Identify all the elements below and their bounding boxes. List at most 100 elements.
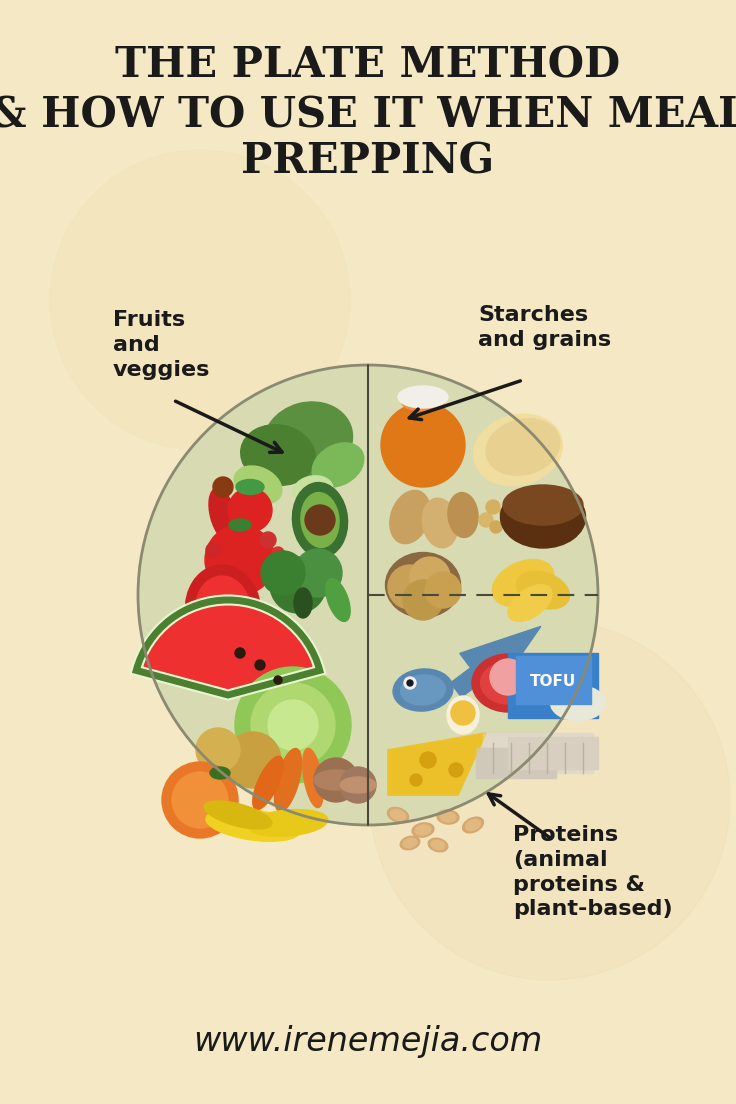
Ellipse shape (473, 414, 562, 486)
Circle shape (213, 477, 233, 497)
Ellipse shape (440, 811, 456, 822)
Ellipse shape (400, 675, 445, 705)
Circle shape (407, 680, 413, 686)
Circle shape (274, 676, 282, 684)
Circle shape (228, 488, 272, 532)
Ellipse shape (340, 777, 376, 793)
Circle shape (270, 558, 326, 613)
Ellipse shape (387, 807, 408, 822)
Circle shape (490, 521, 502, 533)
Circle shape (138, 365, 598, 825)
Circle shape (410, 558, 450, 597)
Ellipse shape (481, 662, 536, 704)
Circle shape (449, 763, 463, 777)
Text: Starches
and grains: Starches and grains (478, 305, 611, 350)
Bar (515, 656, 590, 704)
Circle shape (425, 572, 461, 608)
Ellipse shape (210, 767, 230, 779)
Circle shape (162, 762, 238, 838)
Ellipse shape (486, 418, 560, 476)
FancyArrow shape (450, 626, 541, 698)
Circle shape (479, 513, 493, 527)
Ellipse shape (206, 809, 300, 841)
Circle shape (235, 667, 351, 783)
Ellipse shape (302, 749, 323, 808)
Circle shape (50, 150, 350, 450)
Ellipse shape (294, 588, 312, 618)
Ellipse shape (241, 425, 315, 486)
Ellipse shape (326, 578, 350, 622)
Ellipse shape (390, 809, 406, 820)
Ellipse shape (465, 819, 481, 830)
Ellipse shape (431, 840, 445, 850)
Circle shape (268, 700, 318, 750)
Ellipse shape (403, 838, 417, 848)
Bar (508, 737, 598, 769)
Circle shape (255, 660, 265, 670)
Circle shape (404, 677, 416, 689)
Ellipse shape (412, 822, 434, 837)
Text: Fruits
and
veggies: Fruits and veggies (113, 310, 210, 380)
Ellipse shape (448, 492, 478, 538)
Ellipse shape (500, 486, 586, 548)
Circle shape (410, 774, 422, 786)
Ellipse shape (252, 756, 283, 809)
Circle shape (305, 505, 335, 535)
Ellipse shape (447, 696, 479, 734)
Ellipse shape (492, 560, 553, 606)
Ellipse shape (312, 443, 364, 487)
Ellipse shape (248, 809, 328, 837)
Polygon shape (388, 733, 486, 795)
Circle shape (500, 507, 512, 519)
Ellipse shape (293, 476, 333, 505)
Ellipse shape (508, 585, 552, 622)
Ellipse shape (551, 686, 606, 721)
Polygon shape (388, 733, 486, 795)
Circle shape (381, 403, 465, 487)
Circle shape (490, 659, 526, 696)
Ellipse shape (229, 519, 251, 531)
Text: Proteins
(animal
proteins &
plant-based): Proteins (animal proteins & plant-based) (513, 825, 673, 920)
Ellipse shape (234, 466, 282, 505)
Ellipse shape (236, 479, 264, 495)
Ellipse shape (398, 386, 448, 408)
Ellipse shape (386, 552, 461, 617)
Ellipse shape (463, 817, 484, 832)
Wedge shape (136, 599, 319, 696)
Circle shape (340, 767, 376, 803)
Ellipse shape (275, 749, 302, 811)
Text: www.irenemejia.com: www.irenemejia.com (194, 1026, 542, 1059)
Circle shape (251, 683, 335, 767)
Circle shape (206, 543, 220, 558)
Ellipse shape (196, 576, 250, 644)
Ellipse shape (422, 498, 458, 548)
Circle shape (314, 758, 358, 802)
Ellipse shape (209, 488, 237, 542)
Circle shape (235, 648, 245, 658)
Ellipse shape (393, 669, 453, 711)
Circle shape (370, 620, 730, 980)
Circle shape (451, 701, 475, 725)
Ellipse shape (437, 810, 459, 824)
Text: & HOW TO USE IT WHEN MEAL: & HOW TO USE IT WHEN MEAL (0, 94, 736, 136)
Circle shape (260, 532, 276, 548)
Ellipse shape (390, 490, 430, 543)
Circle shape (205, 526, 275, 595)
Ellipse shape (517, 571, 570, 609)
Ellipse shape (415, 825, 431, 835)
Circle shape (225, 732, 281, 788)
Ellipse shape (314, 769, 358, 790)
Bar (508, 652, 598, 718)
Ellipse shape (428, 838, 447, 852)
Text: THE PLATE METHOD: THE PLATE METHOD (116, 44, 620, 86)
Ellipse shape (503, 485, 583, 526)
Circle shape (261, 551, 305, 595)
Circle shape (420, 752, 436, 768)
Ellipse shape (301, 492, 339, 548)
Ellipse shape (472, 654, 544, 712)
Ellipse shape (402, 395, 444, 411)
Bar (483, 733, 593, 773)
Ellipse shape (204, 802, 272, 829)
Circle shape (294, 549, 342, 597)
Circle shape (196, 728, 240, 772)
